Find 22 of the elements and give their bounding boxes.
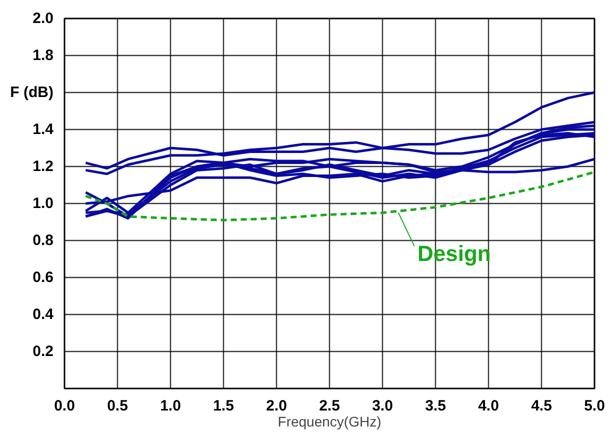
x-tick-label: 1.0: [160, 398, 181, 414]
x-tick-label: 1.5: [213, 398, 234, 414]
y-tick-label: 2.0: [32, 10, 54, 27]
y-axis-title: F (dB): [10, 84, 54, 101]
x-tick-label: 5.0: [584, 398, 605, 414]
x-axis-title: Frequency(GHz): [278, 414, 382, 430]
x-tick-label: 4.0: [478, 398, 499, 414]
y-tick-label: 0.6: [32, 269, 54, 286]
x-tick-label: 2.5: [319, 398, 340, 414]
x-tick-label: 3.5: [425, 398, 446, 414]
x-tick-label: 0.5: [107, 398, 128, 414]
y-tick-label: 1.2: [32, 158, 54, 175]
y-tick-label: 0.2: [32, 343, 54, 360]
y-tick-label: 0.4: [32, 306, 54, 323]
x-tick-label: 3.0: [372, 398, 393, 414]
x-tick-label: 2.0: [266, 398, 287, 414]
y-tick-label: 0.8: [32, 232, 54, 249]
x-tick-label: 0.0: [54, 398, 75, 414]
x-tick-label: 4.5: [531, 398, 552, 414]
y-tick-label: 1.0: [32, 195, 54, 212]
y-tick-label: 1.4: [32, 121, 54, 138]
y-tick-label: 1.8: [32, 47, 54, 64]
